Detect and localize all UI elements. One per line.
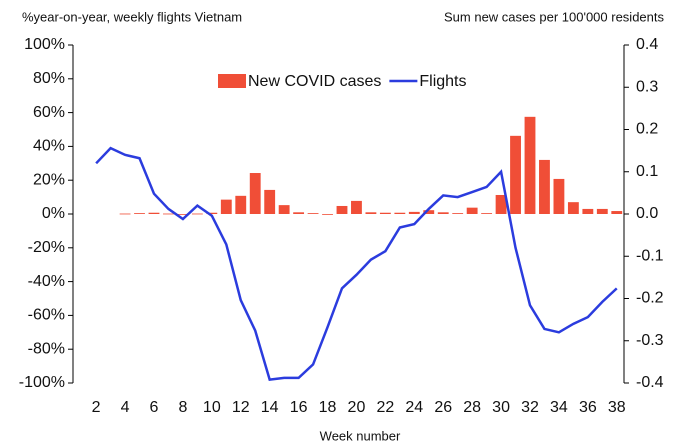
x-tick-label: 14 (261, 399, 279, 416)
y2-tick-label: -0.1 (636, 247, 664, 264)
x-tick-label: 26 (434, 399, 452, 416)
bar (235, 195, 247, 214)
bar (336, 205, 348, 214)
x-tick-label: 32 (521, 399, 539, 416)
bar (293, 212, 305, 214)
y-tick-label: 0% (42, 205, 65, 222)
x-tick-label: 12 (232, 399, 250, 416)
y2-tick-label: -0.3 (636, 332, 664, 349)
y-axis-title: %year-on-year, weekly flights Vietnam (22, 9, 242, 24)
x-tick-label: 36 (579, 399, 597, 416)
x-tick-label: 6 (150, 399, 159, 416)
x-tick-label: 16 (290, 399, 308, 416)
x-tick-label: 18 (319, 399, 337, 416)
legend-label: New COVID cases (248, 73, 381, 90)
bar (596, 208, 608, 214)
y2-tick-label: 0.4 (636, 36, 658, 53)
x-tick-label: 30 (492, 399, 510, 416)
line (95, 146, 618, 381)
legend-swatch (218, 74, 246, 88)
bar (495, 194, 507, 214)
x-tick-label: 38 (608, 399, 626, 416)
bar (148, 212, 160, 214)
bar (119, 213, 131, 215)
y2-axis-title: Sum new cases per 100'000 residents (444, 9, 664, 24)
bar (539, 159, 550, 214)
bar (510, 135, 521, 214)
bar (264, 189, 276, 214)
bar (466, 207, 478, 214)
y2-tick-label: 0.2 (636, 121, 658, 138)
x-tick-label: 2 (92, 399, 101, 416)
bar (163, 213, 174, 215)
bar (567, 202, 579, 214)
y2-tick-label: 0.0 (636, 205, 658, 222)
bar (307, 213, 319, 214)
y-tick-label: -80% (28, 340, 65, 357)
y-tick-label: 80% (33, 70, 65, 87)
y-tick-label: -100% (19, 374, 65, 391)
y-tick-label: -20% (28, 239, 65, 256)
x-tick-label: 4 (121, 399, 130, 416)
bar (365, 212, 377, 214)
bar (177, 214, 189, 215)
x-axis-title: Week number (320, 428, 401, 443)
y-tick-label: 40% (33, 138, 65, 155)
bar (611, 211, 623, 214)
bar (379, 212, 391, 214)
bar (524, 116, 536, 214)
bar (220, 199, 232, 214)
bar (134, 213, 145, 214)
bar (394, 212, 406, 214)
y-tick-label: 60% (33, 104, 65, 121)
bar (423, 210, 435, 214)
y2-tick-label: 0.1 (636, 163, 658, 180)
bar (322, 214, 333, 215)
y2-tick-label: 0.3 (636, 78, 658, 95)
x-tick-label: 10 (203, 399, 221, 416)
y-tick-label: 100% (24, 36, 65, 53)
bar (481, 213, 493, 214)
x-tick-label: 24 (405, 399, 423, 416)
bar (191, 213, 203, 215)
x-tick-label: 34 (550, 399, 568, 416)
bar (437, 212, 449, 214)
bar (582, 208, 594, 214)
bar (452, 213, 464, 214)
y-tick-label: -40% (28, 273, 65, 290)
bar (351, 200, 362, 214)
bar (553, 178, 565, 214)
x-tick-label: 20 (348, 399, 366, 416)
bar (278, 205, 290, 214)
legend-label: Flights (419, 73, 466, 90)
bar (206, 212, 218, 214)
x-tick-label: 22 (376, 399, 394, 416)
x-tick-label: 28 (463, 399, 481, 416)
y-tick-label: 20% (33, 171, 65, 188)
x-tick-label: 8 (178, 399, 187, 416)
bar (249, 173, 261, 214)
y2-tick-label: -0.4 (636, 374, 664, 391)
y2-tick-label: -0.2 (636, 290, 664, 307)
y-tick-label: -60% (28, 307, 65, 324)
bar (408, 211, 420, 214)
